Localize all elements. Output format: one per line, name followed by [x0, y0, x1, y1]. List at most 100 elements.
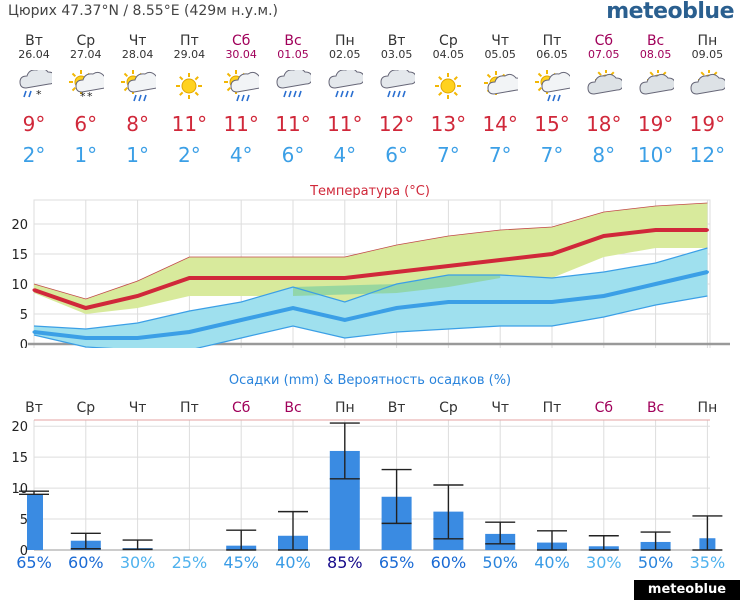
temp-max: 8°: [126, 112, 149, 136]
day-name: Сб: [594, 33, 613, 49]
temp-min: 6°: [385, 143, 408, 167]
min-temperature-point: [654, 282, 658, 286]
y-tick-label: 0: [20, 338, 28, 348]
day-date: 30.04: [225, 48, 257, 61]
day-date: 02.05: [329, 48, 361, 61]
day-date: 08.05: [639, 48, 672, 61]
day-name: Чт: [128, 33, 147, 49]
rain-icon: [276, 70, 311, 98]
precipitation-probability: 40%: [534, 553, 570, 568]
partly-cloudy-icon: [484, 71, 519, 95]
x-tick-label: Чт: [129, 400, 147, 416]
day-date: 03.05: [380, 48, 413, 61]
max-temperature-point: [550, 252, 554, 256]
temp-max: 6°: [74, 112, 98, 136]
cloudy-sun-icon: [690, 70, 726, 95]
day-date: 09.05: [691, 48, 724, 61]
max-temperature-line: [33, 228, 708, 311]
day-name: Пт: [542, 33, 562, 49]
day-date: 04.05: [432, 48, 465, 61]
precipitation-probability: 40%: [275, 553, 311, 568]
day-date: 06.05: [536, 48, 568, 61]
y-tick-label: 10: [11, 482, 28, 497]
temp-min: 6°: [281, 143, 305, 167]
footer-brand[interactable]: meteoblue: [634, 580, 740, 600]
precipitation-probability: 50%: [638, 553, 674, 568]
cloudy-sun-icon: [639, 70, 674, 95]
y-tick-label: 5: [20, 513, 28, 528]
temp-min: 7°: [488, 143, 512, 167]
sun-snow-icon: * *: [68, 70, 104, 103]
x-tick-label: Чт: [491, 400, 509, 416]
max-temperature-point: [239, 276, 243, 280]
x-tick-label: Ср: [76, 400, 95, 416]
precipitation-bar: [27, 494, 43, 550]
temp-min: 10°: [637, 143, 674, 167]
min-temperature-point: [395, 306, 399, 310]
day-date: 29.04: [173, 48, 206, 61]
x-tick-label: Пн: [698, 400, 718, 416]
max-temperature-point: [602, 234, 606, 238]
day-date: 01.05: [277, 48, 309, 61]
x-tick-label: Вс: [284, 400, 301, 416]
day-date: 27.04: [70, 48, 102, 61]
temp-max: 11°: [327, 112, 363, 136]
temp-min: 7°: [540, 143, 564, 167]
snow-shower-icon: *: [19, 70, 52, 101]
precipitation-probability: 85%: [327, 553, 363, 568]
day-name: Сб: [231, 33, 251, 49]
y-tick-label: 20: [11, 218, 28, 233]
min-temperature-point: [84, 336, 88, 340]
x-tick-label: Сб: [595, 400, 613, 416]
max-temperature-point: [395, 270, 399, 274]
y-tick-label: 10: [11, 278, 28, 293]
temp-max: 12°: [378, 112, 415, 136]
temp-max: 18°: [586, 112, 622, 136]
max-temperature-point: [136, 294, 140, 298]
max-temperature-point: [187, 276, 191, 280]
temp-max: 11°: [275, 112, 311, 136]
precipitation-chart: Осадки (mm) & Вероятность осадков (%) Вт С…: [11, 373, 726, 568]
precipitation-chart-title: Осадки (mm) & Вероятность осадков (%): [229, 373, 511, 388]
max-temperature-point: [498, 258, 502, 262]
day-name: Пн: [334, 33, 355, 49]
meteoblue-logo[interactable]: meteoblue: [606, 0, 734, 24]
max-temperature-point: [654, 228, 658, 232]
min-temperature-point: [602, 294, 606, 298]
temp-min: 1°: [126, 143, 149, 167]
day-name: Вс: [284, 33, 302, 49]
min-band-lower-edge: [33, 295, 708, 348]
temperature-chart-title: Температура (°C): [309, 184, 430, 199]
y-tick-label: 15: [11, 451, 28, 466]
rain-icon: [328, 70, 363, 98]
precipitation-probability: 35%: [690, 553, 726, 568]
precipitation-probability: 30%: [120, 553, 156, 568]
x-tick-label: Ср: [439, 400, 458, 416]
max-temperature-point: [32, 288, 36, 292]
precipitation-probability: 65%: [16, 553, 52, 568]
day-name: Ср: [76, 33, 96, 49]
temp-max: 13°: [430, 112, 467, 136]
precipitation-probability: 25%: [172, 553, 208, 568]
temp-min: 2°: [22, 143, 46, 167]
temperature-chart: Температура (°C) 0 5 10 15 20: [11, 184, 730, 348]
temp-min: 4°: [333, 143, 357, 167]
y-tick-label: 5: [20, 308, 28, 323]
cloudy-sun-icon: [587, 70, 622, 95]
x-tick-label: Сб: [232, 400, 250, 416]
x-tick-label: Пт: [180, 400, 199, 416]
sun-icon: [435, 73, 462, 99]
min-temperature-point: [550, 300, 554, 304]
min-temperature-point: [498, 300, 502, 304]
min-temperature-point: [32, 330, 36, 334]
precipitation-probability: 30%: [586, 553, 622, 568]
temp-max: 14°: [482, 112, 518, 136]
sun-rain-icon: [224, 70, 260, 102]
temp-min: 12°: [689, 143, 726, 167]
temp-max: 19°: [689, 112, 726, 136]
min-temperature-point: [291, 306, 295, 310]
temp-max: 9°: [22, 112, 46, 136]
max-temperature-point: [84, 306, 88, 310]
sun-rain-icon: [535, 70, 570, 102]
svg-text:*: *: [87, 90, 93, 103]
